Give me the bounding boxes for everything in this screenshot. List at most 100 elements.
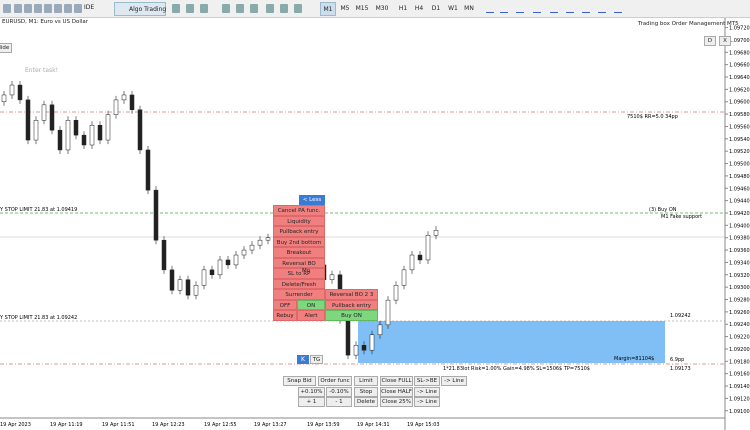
menu-item[interactable]: Surrender	[273, 289, 325, 300]
menu-item[interactable]: Liquidity	[273, 215, 325, 226]
price-label: 1.09440	[729, 199, 750, 205]
less-button[interactable]: < Less	[299, 195, 325, 205]
tool-icon[interactable]	[598, 4, 606, 13]
toolbar-icon[interactable]	[3, 4, 11, 13]
task-input[interactable]: Enter task!	[25, 67, 59, 74]
timeframe-button[interactable]: M15	[355, 5, 369, 12]
tool-icon[interactable]	[500, 4, 508, 13]
candle-body	[193, 285, 199, 296]
order-button[interactable]: +0.10%	[298, 386, 325, 397]
order-button[interactable]: -> Line	[414, 397, 440, 407]
order-button[interactable]: Stop	[354, 386, 378, 397]
order-button[interactable]: -> Line	[414, 386, 440, 397]
algo-trading-button[interactable]: Algo Trading	[114, 2, 166, 16]
menu-item[interactable]: Reversal BO 2 3	[325, 289, 378, 300]
price-label: 1.09140	[729, 384, 750, 390]
toolbar-icon[interactable]	[186, 4, 194, 13]
candle-body	[409, 254, 415, 271]
menu-item[interactable]: Pullback entry	[273, 226, 325, 237]
tool-icon[interactable]	[582, 4, 590, 13]
candle-body	[89, 124, 95, 146]
menu-item[interactable]: Cancel PA func.	[273, 205, 325, 216]
toolbar-icon[interactable]	[200, 4, 208, 13]
candle-body	[417, 254, 423, 261]
candle-body	[81, 134, 87, 146]
toolbar-icon[interactable]	[250, 4, 258, 13]
tool-icon[interactable]	[566, 4, 574, 13]
d-button[interactable]: D	[704, 36, 716, 46]
toolbar-icon[interactable]	[172, 4, 180, 13]
order-button[interactable]: + 1	[298, 397, 325, 407]
timeframe-button[interactable]: H1	[398, 5, 408, 12]
candle-body	[161, 239, 167, 271]
toolbar-icon[interactable]	[44, 4, 52, 13]
timeframe-button[interactable]: H4	[414, 5, 424, 12]
tool-icon[interactable]	[486, 4, 494, 13]
price-label: 1.09700	[729, 38, 750, 44]
order-button[interactable]: Delete	[354, 397, 378, 407]
tp-label: 7510$ RR=5.0 34pp	[627, 114, 678, 120]
toolbar-icon[interactable]	[64, 4, 72, 13]
off-button[interactable]: OFF	[273, 299, 297, 310]
sl-price: 1.09173	[670, 366, 691, 372]
tool-icon[interactable]	[550, 4, 558, 13]
candle-body	[137, 109, 143, 151]
order-button[interactable]: Close 25%	[380, 397, 413, 407]
rebuy-button[interactable]: Rebuy	[273, 310, 297, 321]
order-button[interactable]: Close FULL	[380, 376, 413, 386]
candle-body	[209, 269, 215, 276]
hide-button[interactable]: Hide	[0, 43, 12, 53]
order-button[interactable]: Close HALF	[380, 386, 413, 397]
toolbar-icon[interactable]	[266, 4, 274, 13]
order-button[interactable]: Order func	[318, 376, 352, 386]
menu-item[interactable]: Breakout	[273, 247, 325, 258]
toolbar-icon[interactable]	[24, 4, 32, 13]
menu-item[interactable]: Buy 2nd bottom	[273, 236, 325, 247]
k-button[interactable]: K	[297, 355, 309, 364]
price-label: 1.09240	[729, 322, 750, 328]
x-button[interactable]: X	[719, 36, 731, 46]
buy-on-button[interactable]: Buy ON	[325, 310, 378, 321]
on-button[interactable]: ON	[297, 299, 325, 310]
order-button[interactable]: - 1	[326, 397, 352, 407]
timeframe-button[interactable]: M5	[340, 5, 350, 12]
menu-item[interactable]: Pullback entry	[325, 299, 378, 310]
timeframe-button[interactable]: M30	[375, 5, 389, 12]
order-button[interactable]: SL->BE	[414, 376, 440, 386]
ide-button[interactable]: IDE	[84, 4, 95, 11]
alert-button[interactable]: Alert	[297, 310, 325, 321]
time-label: 19 Apr 2023	[0, 422, 31, 428]
order-button[interactable]: Snap Bid	[283, 376, 316, 386]
toolbar-icon[interactable]	[74, 4, 82, 13]
timeframe-button[interactable]: M1	[320, 2, 336, 16]
price-label: 1.09320	[729, 273, 750, 279]
toolbar-icon[interactable]	[280, 4, 288, 13]
order-summary: 1*21.83lot Risk=1.00% Gain=4.98% SL=1506…	[443, 366, 590, 372]
timeframe-button[interactable]: D1	[431, 5, 441, 12]
toolbar-icon[interactable]	[34, 4, 42, 13]
tool-icon[interactable]	[533, 4, 541, 13]
time-label: 19 Apr 15:03	[407, 422, 440, 428]
tg-button[interactable]: TG	[310, 355, 323, 364]
timeframe-button[interactable]: W1	[448, 5, 458, 12]
menu-item[interactable]: Reversal BO	[273, 257, 325, 268]
price-label: 1.09640	[729, 75, 750, 81]
toolbar-icon[interactable]	[294, 4, 302, 13]
toolbar-icon[interactable]	[14, 4, 22, 13]
candle-body	[401, 269, 407, 286]
price-label: 1.09660	[729, 63, 750, 69]
pips-label: 6.9pp	[670, 357, 684, 363]
order-button[interactable]: Limit	[354, 376, 378, 386]
toolbar-icon[interactable]	[236, 4, 244, 13]
timeframe-button[interactable]: MN	[464, 5, 474, 12]
toolbar-icon[interactable]	[222, 4, 230, 13]
candle-body	[57, 129, 63, 151]
candle-body	[169, 269, 175, 291]
order-button[interactable]: -0.10%	[326, 386, 352, 397]
menu-item[interactable]: SL to RP	[273, 268, 325, 279]
toolbar-icon[interactable]	[54, 4, 62, 13]
tool-icon[interactable]	[614, 4, 622, 13]
menu-item[interactable]: Delete/Fresh	[273, 278, 325, 289]
order-button[interactable]: -> Line	[441, 376, 467, 386]
tool-icon[interactable]	[516, 4, 524, 13]
